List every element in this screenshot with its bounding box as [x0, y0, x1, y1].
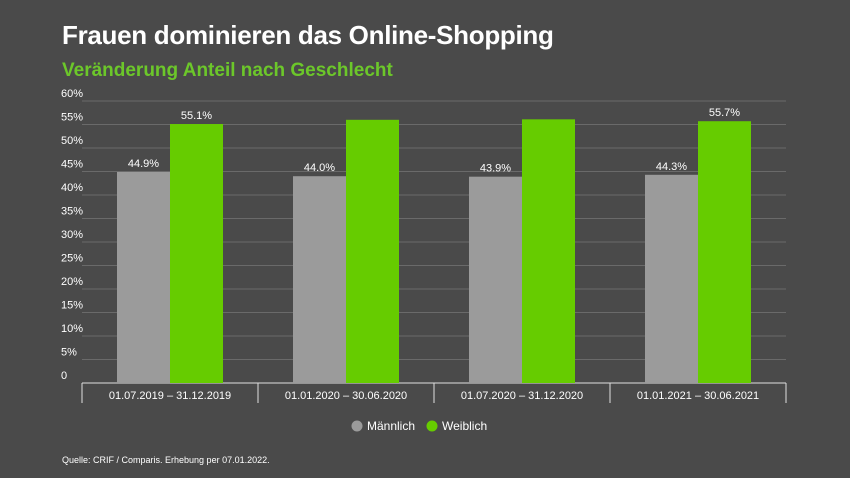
y-tick-label: 0 — [61, 370, 67, 382]
bar-weiblich — [346, 119, 399, 384]
y-tick-label: 15% — [61, 300, 83, 312]
legend-marker — [351, 420, 363, 432]
y-tick-label: 25% — [61, 253, 83, 265]
chart-title: Frauen dominieren das Online-Shopping — [62, 20, 554, 50]
bar-weiblich — [698, 121, 751, 384]
y-tick-label: 20% — [61, 276, 83, 288]
bar-maennlich — [117, 171, 170, 383]
y-tick-label: 55% — [61, 112, 83, 124]
x-tick-label: 01.07.2020 – 31.12.2020 — [461, 390, 583, 402]
y-tick-label: 45% — [61, 159, 83, 171]
y-tick-label: 10% — [61, 323, 83, 335]
y-tick-label: 60% — [61, 88, 83, 100]
bar-weiblich — [170, 124, 223, 383]
x-tick-label: 01.01.2021 – 30.06.2021 — [637, 390, 759, 402]
y-tick-label: 40% — [61, 182, 83, 194]
legend-marker — [426, 420, 438, 432]
data-label: 44.0% — [304, 162, 335, 174]
y-tick-label: 5% — [61, 347, 77, 359]
legend-label: Weiblich — [442, 419, 487, 433]
data-label: 43.9% — [480, 163, 511, 175]
legend-label: Männlich — [367, 419, 415, 433]
bar-maennlich — [469, 176, 522, 383]
source-note: Quelle: CRIF / Comparis. Erhebung per 07… — [62, 455, 270, 465]
data-label: 55.7% — [709, 107, 740, 119]
data-label: 55.1% — [181, 110, 212, 122]
data-label: 44.9% — [128, 158, 159, 170]
bar-weiblich — [522, 119, 575, 383]
x-tick-label: 01.07.2019 – 31.12.2019 — [109, 390, 231, 402]
x-tick-label: 01.01.2020 – 30.06.2020 — [285, 390, 407, 402]
y-tick-label: 30% — [61, 229, 83, 241]
y-tick-label: 50% — [61, 135, 83, 147]
bar-maennlich — [293, 176, 346, 383]
data-label: 44.3% — [656, 161, 687, 173]
bar-maennlich — [645, 174, 698, 383]
y-tick-label: 35% — [61, 206, 83, 218]
chart-subtitle: Veränderung Anteil nach Geschlecht — [62, 60, 393, 81]
